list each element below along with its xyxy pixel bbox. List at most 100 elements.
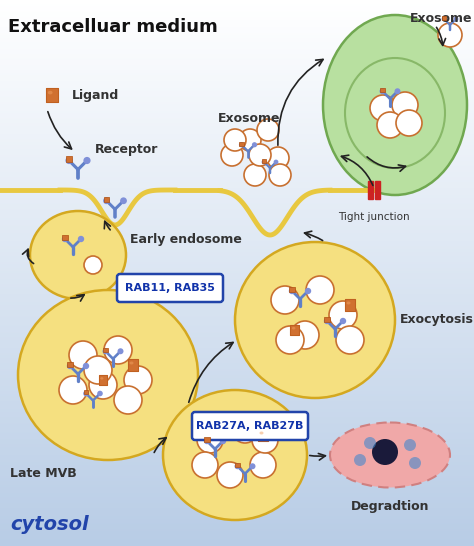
Bar xyxy=(0,531,474,532)
Bar xyxy=(0,366,474,367)
Bar xyxy=(0,134,474,135)
Bar xyxy=(0,401,474,402)
Circle shape xyxy=(249,463,255,469)
Bar xyxy=(0,482,474,483)
Bar xyxy=(0,48,474,49)
Bar xyxy=(0,398,474,399)
Bar xyxy=(0,126,474,127)
Circle shape xyxy=(269,164,291,186)
Bar xyxy=(0,207,474,208)
Bar xyxy=(0,497,474,498)
Bar xyxy=(0,430,474,431)
Bar xyxy=(0,496,474,497)
Circle shape xyxy=(396,110,422,136)
Bar xyxy=(0,406,474,407)
Bar xyxy=(0,538,474,539)
Bar xyxy=(0,466,474,467)
Bar xyxy=(0,246,474,247)
Bar xyxy=(0,143,474,144)
Bar xyxy=(0,220,474,221)
Bar xyxy=(0,500,474,501)
Bar xyxy=(0,452,474,453)
Bar xyxy=(0,116,474,117)
Bar xyxy=(0,317,474,318)
Bar xyxy=(0,372,474,373)
Bar xyxy=(0,283,474,284)
Bar xyxy=(239,141,244,146)
Bar xyxy=(103,197,109,202)
Bar xyxy=(0,183,474,184)
Bar xyxy=(0,305,474,306)
Bar xyxy=(0,432,474,433)
Bar xyxy=(0,403,474,404)
Circle shape xyxy=(244,164,266,186)
Bar xyxy=(0,379,474,380)
Bar xyxy=(0,360,474,361)
Bar xyxy=(0,525,474,526)
Bar xyxy=(0,133,474,134)
Bar xyxy=(0,541,474,542)
Ellipse shape xyxy=(48,91,53,94)
Bar xyxy=(0,335,474,336)
Bar xyxy=(0,62,474,63)
Bar xyxy=(0,144,474,145)
Bar xyxy=(0,490,474,491)
Bar xyxy=(0,88,474,89)
Bar xyxy=(0,337,474,338)
Bar xyxy=(0,150,474,151)
Bar xyxy=(0,271,474,272)
Bar xyxy=(0,517,474,518)
Bar xyxy=(0,226,474,227)
Circle shape xyxy=(67,363,73,369)
Bar xyxy=(0,210,474,211)
Bar xyxy=(0,108,474,109)
Bar xyxy=(0,110,474,111)
Bar xyxy=(0,194,474,195)
Bar xyxy=(0,75,474,76)
Bar xyxy=(0,171,474,172)
Circle shape xyxy=(89,371,117,399)
Bar xyxy=(0,278,474,279)
Bar xyxy=(0,14,474,15)
Bar xyxy=(0,208,474,209)
Bar xyxy=(0,462,474,463)
Bar xyxy=(0,198,474,199)
Bar xyxy=(0,148,474,149)
Bar xyxy=(0,165,474,166)
Bar xyxy=(0,58,474,59)
Bar xyxy=(0,277,474,278)
Bar xyxy=(0,151,474,152)
Bar xyxy=(0,347,474,348)
Bar xyxy=(0,237,474,238)
Bar xyxy=(0,303,474,304)
Circle shape xyxy=(354,454,366,466)
Bar xyxy=(0,181,474,182)
Bar xyxy=(0,491,474,492)
Circle shape xyxy=(114,386,142,414)
Bar xyxy=(0,109,474,110)
Circle shape xyxy=(84,256,102,274)
Bar xyxy=(0,334,474,335)
Bar xyxy=(0,115,474,116)
Bar xyxy=(0,502,474,503)
Bar xyxy=(0,239,474,240)
Bar xyxy=(0,516,474,517)
Circle shape xyxy=(336,326,364,354)
Bar xyxy=(0,534,474,535)
Ellipse shape xyxy=(18,290,198,460)
Bar xyxy=(0,89,474,90)
Ellipse shape xyxy=(30,211,126,299)
Bar xyxy=(204,437,210,442)
Bar xyxy=(0,352,474,353)
Bar xyxy=(0,487,474,488)
Bar xyxy=(0,172,474,173)
Bar xyxy=(0,480,474,481)
Bar xyxy=(0,35,474,36)
Bar xyxy=(380,87,385,92)
Bar xyxy=(0,19,474,20)
Bar xyxy=(0,67,474,68)
Bar xyxy=(442,16,446,20)
Bar xyxy=(0,400,474,401)
Bar xyxy=(0,241,474,242)
Text: RAB27A, RAB27B: RAB27A, RAB27B xyxy=(196,421,304,431)
